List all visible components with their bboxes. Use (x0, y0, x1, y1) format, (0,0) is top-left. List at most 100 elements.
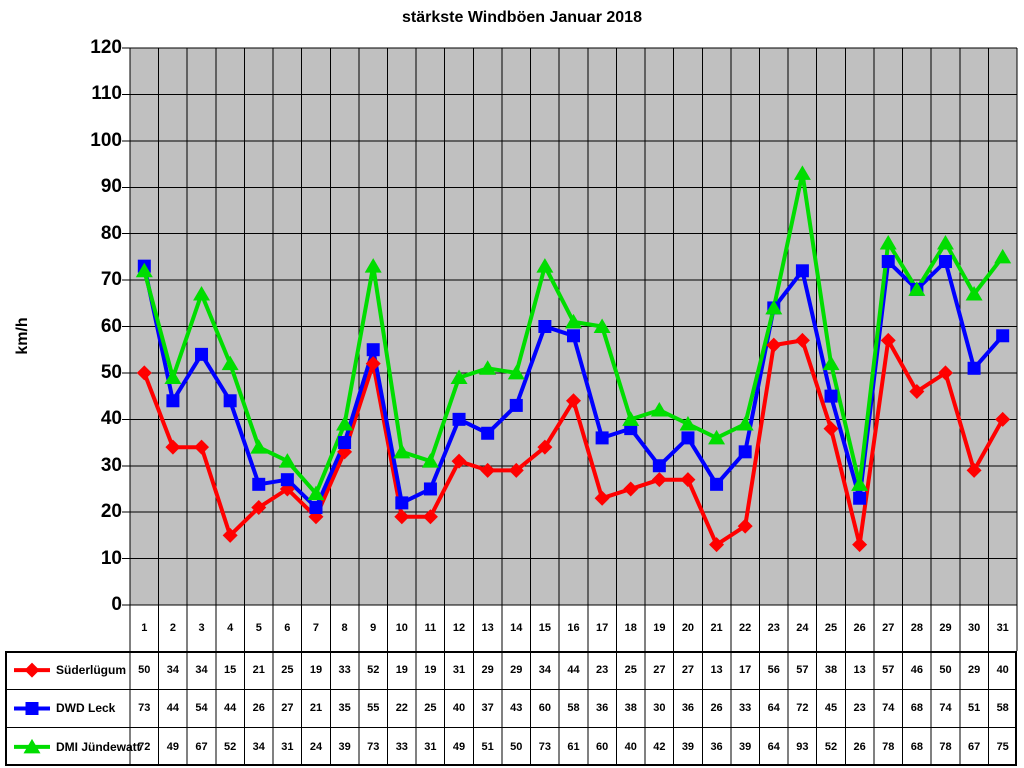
table-cell-value: 61 (567, 740, 580, 753)
square-marker (567, 329, 580, 343)
triangle-marker (507, 364, 525, 380)
table-cell-value: 25 (624, 664, 637, 677)
table-cell-value: 67 (967, 740, 981, 753)
square-marker (710, 477, 724, 491)
table-cell-value: 58 (996, 702, 1009, 715)
diamond-marker (136, 365, 152, 381)
table-cell-value: 73 (367, 740, 380, 753)
triangle-marker (793, 165, 811, 180)
table-cell-value: 17 (739, 664, 752, 677)
y-tick-label: 60 (100, 315, 122, 337)
table-cell-value: 23 (853, 702, 866, 715)
x-day-label: 2 (169, 622, 176, 634)
triangle-marker (250, 439, 268, 454)
table-cell-value: 60 (595, 740, 609, 753)
x-day-label: 11 (424, 622, 437, 634)
diamond-marker (451, 453, 467, 469)
y-tick-label: 100 (90, 129, 122, 151)
square-marker (824, 389, 838, 403)
table-cell-value: 19 (309, 664, 323, 677)
table-cell-value: 25 (424, 702, 437, 715)
x-day-label: 26 (853, 622, 866, 634)
y-tick-label: 30 (100, 454, 122, 476)
table-cell-value: 19 (395, 664, 408, 677)
table-cell-value: 39 (338, 740, 351, 753)
x-day-label: 18 (624, 622, 637, 634)
y-tick-label: 80 (100, 222, 122, 244)
x-day-label: 30 (967, 622, 981, 634)
table-cell-value: 15 (224, 664, 237, 677)
x-day-label: 4 (227, 622, 234, 634)
table-cell-value: 68 (910, 702, 923, 715)
diamond-marker (194, 439, 210, 455)
diamond-marker (852, 537, 868, 553)
table-cell-value: 40 (452, 702, 466, 715)
x-day-label: 16 (567, 622, 580, 634)
table-cell-value: 45 (824, 702, 838, 715)
table-cell-value: 30 (653, 702, 666, 715)
triangle-marker (965, 286, 983, 301)
table-cell-value: 36 (681, 702, 695, 715)
table-cell-value: 38 (624, 702, 637, 715)
diamond-marker (995, 411, 1011, 427)
x-day-label: 24 (796, 622, 809, 634)
diamond-marker (251, 500, 267, 516)
x-day-label: 12 (452, 622, 466, 634)
table-cell-value: 27 (681, 664, 695, 677)
square-marker (595, 431, 609, 445)
x-day-label: 5 (255, 622, 262, 634)
square-marker (366, 343, 380, 357)
series-markers-s-derl-gum (136, 332, 1011, 553)
y-tick-label: 40 (100, 408, 122, 430)
square-marker (309, 501, 323, 515)
legend-key-dmi-j-ndewatt (14, 738, 50, 754)
y-tick-label: 20 (100, 501, 122, 523)
legend-label-dmi-j-ndewatt: DMI Jündewatt (56, 739, 141, 754)
diamond-marker (794, 332, 810, 348)
table-cell-value: 35 (338, 702, 351, 715)
table-cell-value: 43 (510, 702, 523, 715)
x-day-label: 23 (767, 622, 780, 634)
x-day-label: 28 (910, 622, 923, 634)
square-marker (280, 473, 294, 487)
table-cell-value: 29 (967, 664, 981, 677)
diamond-marker (537, 439, 553, 455)
triangle-marker (879, 234, 897, 250)
table-cell-value: 64 (767, 740, 780, 753)
square-marker (166, 394, 180, 408)
square-marker (681, 431, 695, 445)
triangle-marker (994, 248, 1012, 264)
x-day-label: 6 (284, 622, 291, 634)
triangle-marker (536, 258, 554, 273)
table-cell-value: 57 (882, 664, 895, 677)
table-cell-value: 31 (424, 740, 437, 753)
triangle-marker (221, 355, 239, 371)
diamond-marker (365, 356, 381, 372)
table-cell-value: 72 (138, 740, 151, 753)
table-cell-value: 22 (395, 702, 408, 715)
x-day-label: 14 (510, 622, 523, 634)
table-cell-value: 73 (538, 740, 551, 753)
triangle-marker (765, 299, 783, 315)
table-cell-value: 67 (195, 740, 208, 753)
table-cell-value: 46 (910, 664, 923, 677)
diamond-marker (24, 662, 40, 678)
triangle-marker (593, 318, 611, 333)
diamond-marker (709, 537, 725, 553)
square-marker (795, 264, 809, 278)
triangle-marker (822, 355, 840, 371)
table-cell-value: 51 (481, 740, 494, 753)
y-tick-label: 90 (100, 176, 122, 198)
triangle-marker (278, 453, 296, 468)
table-cell-value: 55 (367, 702, 380, 715)
table-cell-value: 36 (710, 740, 723, 753)
table-cell-value: 27 (281, 702, 294, 715)
square-marker (509, 398, 523, 412)
table-cell-value: 39 (681, 740, 695, 753)
diamond-marker (594, 490, 610, 506)
table-cell-value: 19 (424, 664, 437, 677)
x-day-label: 25 (824, 622, 838, 634)
square-marker (25, 702, 39, 715)
table-cell-value: 31 (281, 740, 294, 753)
